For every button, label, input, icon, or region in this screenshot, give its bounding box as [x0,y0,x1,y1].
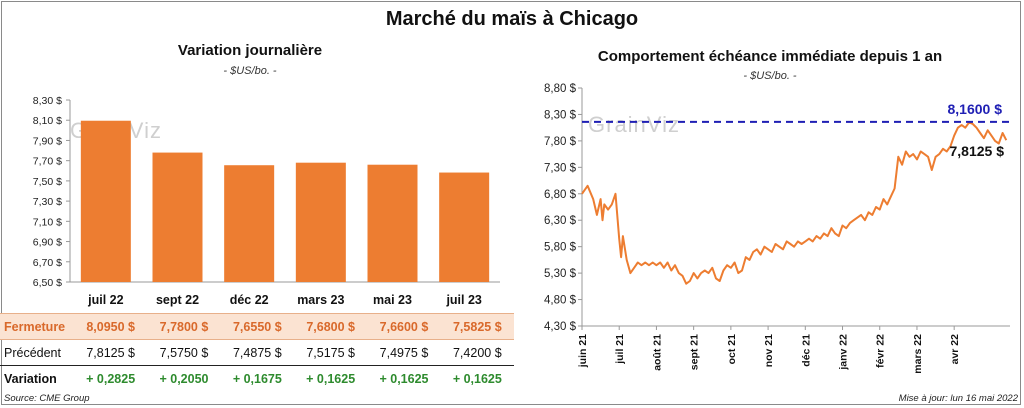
x-tick-label: mai 23 [373,293,412,307]
table-cell: 7,4875 $ [220,339,294,366]
right-chart-title: Comportement échéance immédiate depuis 1… [597,48,943,65]
futures-table: Fermeture 8,0950 $ 7,7800 $ 7,6550 $ 7,6… [0,313,514,391]
y-tick-label: 6,70 $ [33,257,62,269]
table-cell: + 0,1625 [306,371,356,386]
x-tick-label: juin 21 [577,334,589,368]
x-tick-label: avr 22 [949,334,961,365]
bar [224,165,275,282]
source-note: Source: CME Group [4,393,90,404]
table-cell: 7,5825 $ [440,313,514,340]
y-tick-label: 7,30 $ [33,196,62,208]
x-tick-label: janv 22 [838,334,850,371]
bar [152,152,203,282]
x-tick-label: mars 22 [912,334,924,374]
table-cell: 7,4975 $ [367,339,441,366]
update-note: Mise à jour: lun 16 mai 2022 [898,393,1018,404]
y-tick-label: 6,90 $ [33,237,62,249]
x-tick-label: mars 23 [297,293,344,307]
table-cell: 7,4200 $ [440,339,514,366]
y-tick-label: 8,80 $ [544,83,577,95]
x-tick-label: déc 22 [230,293,269,307]
price-line [581,121,1008,285]
table-cell: + 0,2825 [86,371,136,386]
table-cell: 7,5750 $ [147,339,221,366]
y-tick-label: 6,30 $ [544,215,577,227]
reference-label: 8,1600 $ [948,101,1003,117]
y-tick-label: 7,30 $ [544,162,577,174]
table-cell: + 0,1625 [379,371,429,386]
y-tick-label: 8,10 $ [33,115,62,127]
y-tick-label: 6,50 $ [33,277,62,289]
main-title: Marché du maïs à Chicago [385,8,639,30]
one-year-line-chart: 4,30 $ 4,80 $ 5,30 $ 5,80 $ 6,30 $ 6,80 $ 7,30… [544,83,1010,374]
bar [439,172,490,282]
row-label: Variation [4,371,57,386]
table-cell: 7,7800 $ [147,313,221,340]
row-label: Fermeture [0,313,74,340]
x-tick-label: déc 21 [800,334,812,367]
table-cell: 7,6800 $ [293,313,368,340]
y-tick-label: 7,90 $ [33,135,62,147]
table-cell: 7,6550 $ [220,313,294,340]
y-tick-label: 4,80 $ [544,295,577,307]
row-label: Précédent [0,339,74,366]
left-chart-title: Variation journalière [177,42,323,59]
daily-variation-bar-chart: 6,50 $ 6,70 $ 6,90 $ 7,10 $ 7,30 $ 7,50 $ 7,70… [33,95,500,307]
bar [295,162,346,282]
y-tick-label: 8,30 $ [33,95,62,107]
x-tick-label: juil 22 [87,293,123,307]
y-tick-label: 7,80 $ [544,136,577,148]
table-row-fermeture: Fermeture 8,0950 $ 7,7800 $ 7,6550 $ 7,6… [0,313,514,340]
bar [80,120,131,282]
x-tick-label: oct 21 [726,334,738,365]
x-tick-label: sept 21 [689,334,701,370]
y-tick-label: 7,70 $ [33,156,62,168]
table-row-precedent: Précédent 7,8125 $ 7,5750 $ 7,4875 $ 7,5… [0,339,514,366]
x-tick-label: août 21 [651,334,663,371]
table-cell: 7,5175 $ [293,339,368,366]
y-tick-label: 5,80 $ [544,242,577,254]
bar [367,164,418,282]
table-cell: + 0,1675 [232,371,282,386]
y-tick-label: 6,80 $ [544,189,577,201]
last-value-label: 7,8125 $ [950,143,1005,159]
left-chart-unit: - $US/bo. - [223,65,277,77]
right-chart-unit: - $US/bo. - [743,70,797,82]
x-tick-label: nov 21 [763,334,775,367]
table-cell: + 0,1625 [452,371,502,386]
y-tick-label: 8,30 $ [544,109,577,121]
x-tick-label: févr 22 [875,334,887,368]
table-cell: + 0,2050 [159,371,209,386]
table-row-variation: Variation + 0,2825 + 0,2050 + 0,1675 + 0… [0,366,514,392]
x-tick-label: juil 23 [445,293,481,307]
y-tick-label: 5,30 $ [544,268,577,280]
y-tick-label: 7,10 $ [33,216,62,228]
y-tick-label: 4,30 $ [544,321,577,333]
x-tick-label: sept 22 [156,293,199,307]
table-cell: 7,8125 $ [74,339,148,366]
right-watermark: GrainViz [588,112,680,137]
x-tick-label: juil 21 [614,334,626,365]
table-cell: 8,0950 $ [74,313,148,340]
table-cell: 7,6600 $ [367,313,441,340]
y-tick-label: 7,50 $ [33,176,62,188]
